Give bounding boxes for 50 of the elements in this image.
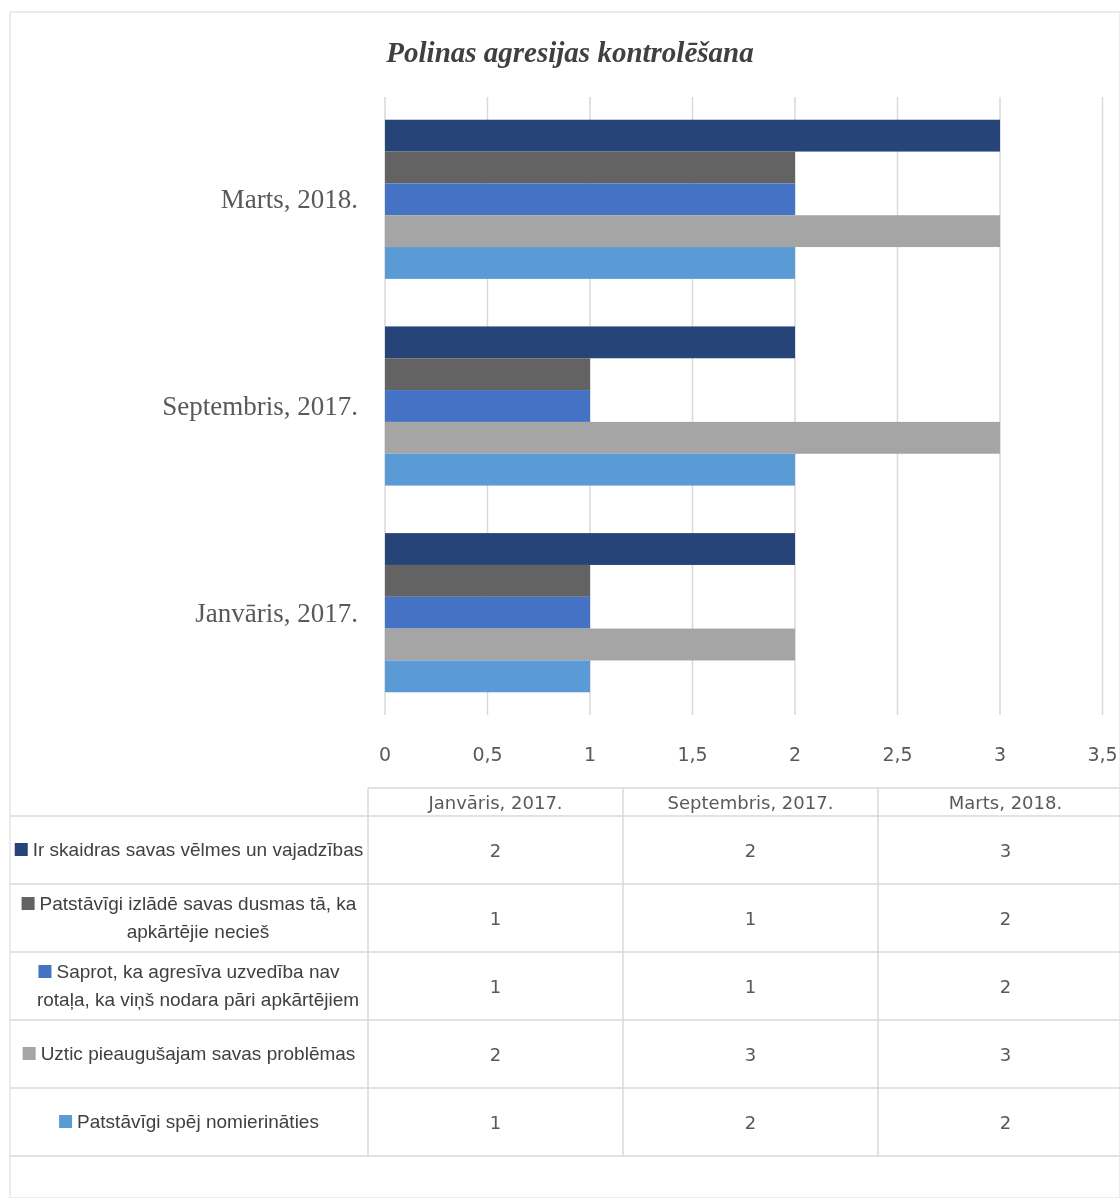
x-tick-label: 0: [378, 743, 392, 765]
data-label: 3: [744, 1044, 757, 1065]
bar: [385, 596, 590, 629]
chart-title: Polinas agresijas kontrolēšana: [385, 36, 754, 68]
bar: [385, 533, 795, 565]
bar: [385, 564, 590, 597]
bar: [385, 453, 795, 486]
x-tick-label: Janvāris, 2017.: [427, 792, 563, 813]
bar: [385, 358, 590, 391]
y-tick-label: Uztic pieaugušajam savas problēmas: [40, 1043, 356, 1064]
bar: [385, 119, 1000, 152]
data-label: 2: [999, 1112, 1012, 1133]
x-tick-label: 0,5: [472, 743, 503, 765]
y-tick-label: Janvāris, 2017.: [195, 597, 358, 628]
bar: [385, 660, 590, 693]
y-tick-label: Marts, 2018.: [220, 184, 358, 215]
x-tick-label: Marts, 2018.: [948, 792, 1063, 813]
bar: [385, 326, 795, 359]
data-label: 2: [744, 1112, 757, 1133]
data-label: 2: [489, 1044, 502, 1065]
data-label: 2: [999, 908, 1012, 929]
data-label: 2: [999, 976, 1012, 997]
data-label: 2: [744, 840, 757, 861]
bar: [385, 247, 795, 279]
x-tick-label: Septembris, 2017.: [667, 792, 834, 813]
x-tick-label: 1,5: [677, 743, 708, 765]
data-label: 3: [999, 1044, 1012, 1065]
data-label: 1: [744, 976, 757, 997]
bar: [385, 390, 590, 422]
data-label: 1: [744, 908, 757, 929]
x-tick-label: 3: [993, 743, 1007, 765]
x-tick-label: 3,5: [1087, 743, 1118, 765]
y-tick-label: Patstāvīgi izlādē savas dusmas tā, ka apkārtējie necieš: [39, 893, 357, 942]
data-label: 1: [489, 908, 502, 929]
x-tick-label: 2: [788, 743, 802, 765]
bar: [385, 421, 1000, 454]
data-label: 3: [999, 840, 1012, 861]
y-tick-label: Saprot, ka agresīva uzvedība nav rotaļa, ka viņš nodara pāri apkārtējiem: [36, 961, 360, 1010]
bar: [385, 628, 795, 661]
bar: [385, 151, 795, 184]
bar: [385, 183, 795, 216]
data-label: 1: [489, 1112, 502, 1133]
x-tick-label: 2,5: [882, 743, 913, 765]
bar: [385, 215, 1000, 248]
data-label: 2: [489, 840, 502, 861]
y-tick-label: Ir skaidras savas vēlmes un vajadzības: [32, 839, 364, 860]
x-tick-label: 1: [583, 743, 597, 765]
y-tick-label: Septembris, 2017.: [162, 391, 358, 421]
data-label: 1: [489, 976, 502, 997]
y-tick-label: Patstāvīgi spēj nomierināties: [77, 1111, 319, 1132]
